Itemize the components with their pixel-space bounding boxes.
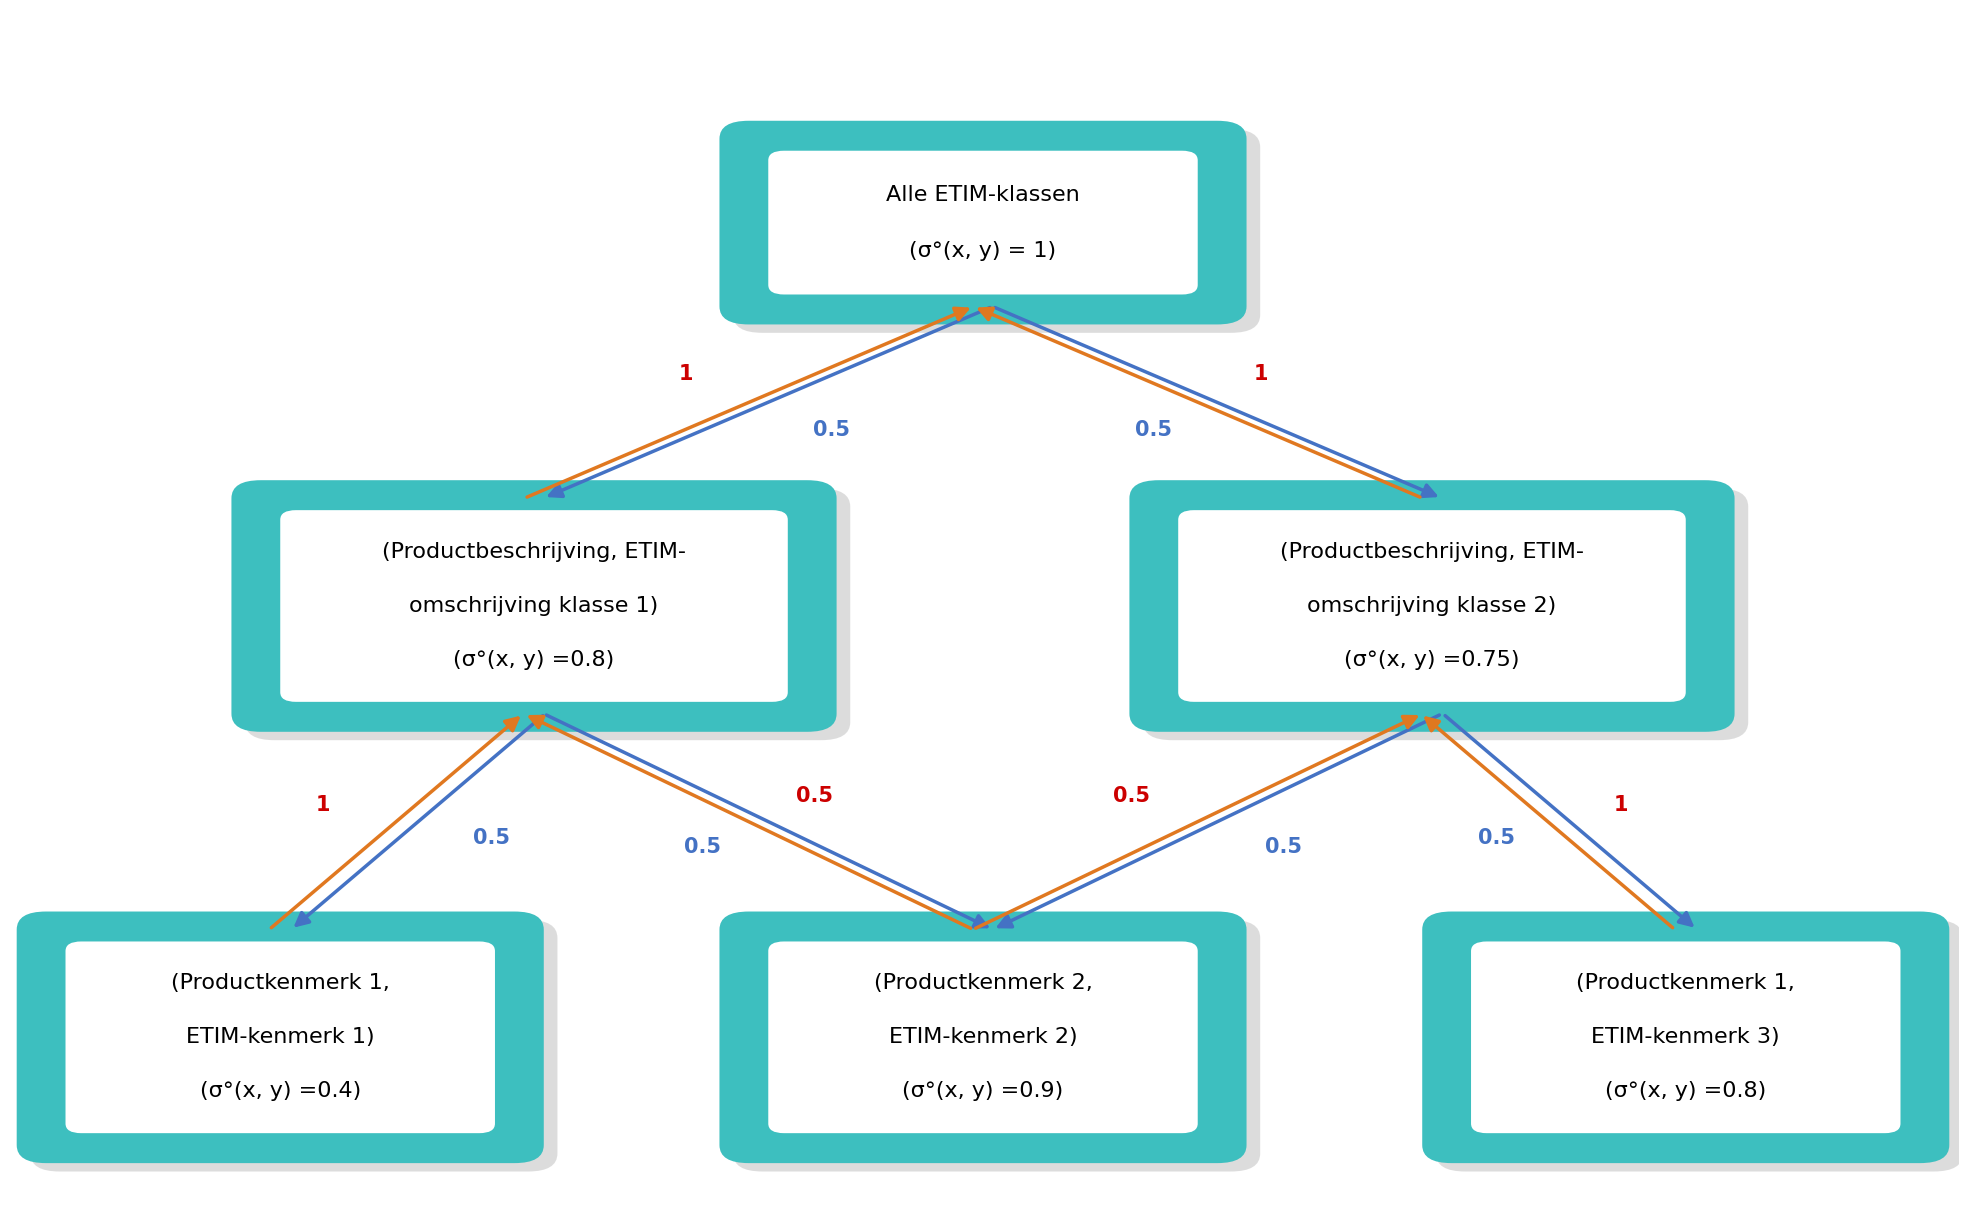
Text: 0.5: 0.5 [474, 828, 509, 848]
FancyBboxPatch shape [1178, 510, 1685, 702]
FancyBboxPatch shape [769, 942, 1197, 1133]
FancyBboxPatch shape [733, 130, 1260, 333]
Text: 1: 1 [1254, 365, 1268, 384]
FancyBboxPatch shape [281, 510, 788, 702]
Text: 0.5: 0.5 [1478, 828, 1516, 848]
Text: omschrijving klasse 2): omschrijving klasse 2) [1307, 596, 1557, 616]
FancyBboxPatch shape [246, 488, 849, 741]
Text: 0.5: 0.5 [1264, 837, 1301, 857]
FancyBboxPatch shape [232, 480, 838, 732]
Text: (σ°(x, y) =0.9): (σ°(x, y) =0.9) [902, 1081, 1064, 1102]
FancyBboxPatch shape [1435, 920, 1962, 1172]
Text: ETIM-kenmerk 2): ETIM-kenmerk 2) [889, 1028, 1077, 1047]
Text: 0.5: 0.5 [796, 785, 834, 806]
Text: (σ°(x, y) = 1): (σ°(x, y) = 1) [910, 240, 1056, 261]
Text: 1: 1 [315, 795, 330, 816]
FancyBboxPatch shape [720, 121, 1246, 325]
Text: (Productkenmerk 2,: (Productkenmerk 2, [873, 973, 1093, 994]
FancyBboxPatch shape [733, 920, 1260, 1172]
FancyBboxPatch shape [1128, 480, 1734, 732]
FancyBboxPatch shape [769, 150, 1197, 295]
Text: ETIM-kenmerk 1): ETIM-kenmerk 1) [187, 1028, 376, 1047]
Text: (σ°(x, y) =0.4): (σ°(x, y) =0.4) [201, 1081, 362, 1102]
FancyBboxPatch shape [1142, 488, 1748, 741]
Text: (Productbeschrijving, ETIM-: (Productbeschrijving, ETIM- [1280, 542, 1585, 562]
FancyBboxPatch shape [1421, 911, 1950, 1164]
Text: 1: 1 [1614, 795, 1628, 816]
FancyBboxPatch shape [29, 920, 558, 1172]
Text: (Productkenmerk 1,: (Productkenmerk 1, [171, 973, 389, 994]
Text: 0.5: 0.5 [812, 421, 849, 440]
Text: ETIM-kenmerk 3): ETIM-kenmerk 3) [1590, 1028, 1779, 1047]
Text: (Productkenmerk 1,: (Productkenmerk 1, [1577, 973, 1795, 994]
FancyBboxPatch shape [65, 942, 495, 1133]
Text: 0.5: 0.5 [684, 837, 722, 857]
Text: omschrijving klasse 1): omschrijving klasse 1) [409, 596, 659, 616]
FancyBboxPatch shape [1471, 942, 1901, 1133]
Text: (σ°(x, y) =0.8): (σ°(x, y) =0.8) [1604, 1081, 1765, 1102]
FancyBboxPatch shape [720, 911, 1246, 1164]
Text: 0.5: 0.5 [1113, 785, 1150, 806]
Text: (Productbeschrijving, ETIM-: (Productbeschrijving, ETIM- [381, 542, 686, 562]
FancyBboxPatch shape [16, 911, 545, 1164]
Text: (σ°(x, y) =0.8): (σ°(x, y) =0.8) [454, 650, 615, 670]
Text: 0.5: 0.5 [1134, 421, 1172, 440]
Text: (σ°(x, y) =0.75): (σ°(x, y) =0.75) [1345, 650, 1520, 670]
Text: Alle ETIM-klassen: Alle ETIM-klassen [887, 184, 1079, 205]
Text: 1: 1 [678, 365, 692, 384]
